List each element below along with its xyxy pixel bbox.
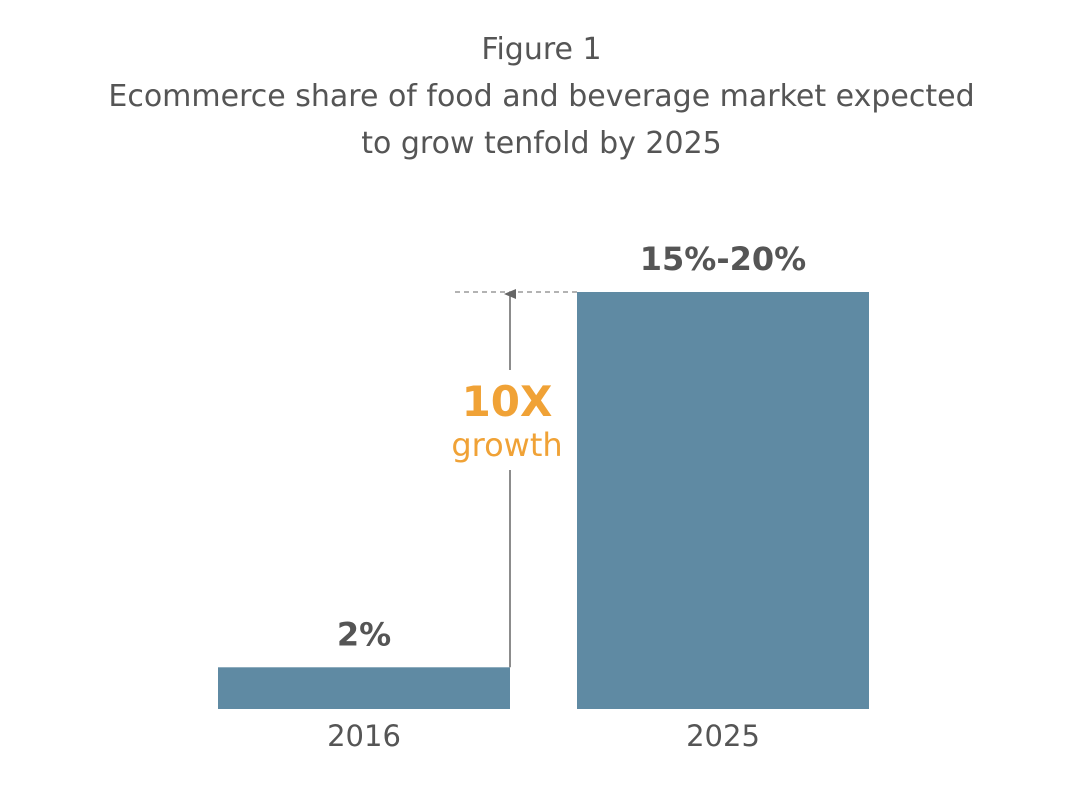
bars-layer bbox=[218, 292, 869, 709]
chart-title: Figure 1 Ecommerce share of food and bev… bbox=[0, 26, 1083, 167]
value-label-2016: 2% bbox=[337, 615, 391, 653]
bar-2025 bbox=[577, 292, 869, 709]
category-label-2016: 2016 bbox=[327, 719, 401, 753]
title-line-1: Ecommerce share of food and beverage mar… bbox=[108, 79, 975, 114]
growth-multiplier-label: 10X bbox=[462, 377, 553, 426]
title-line-2: to grow tenfold by 2025 bbox=[361, 126, 722, 161]
growth-sub-label: growth bbox=[451, 426, 562, 464]
labels-layer: 2% 2016 15%-20% 2025 bbox=[327, 240, 806, 753]
category-label-2025: 2025 bbox=[686, 719, 760, 753]
value-label-2025: 15%-20% bbox=[640, 240, 806, 278]
bar-2016 bbox=[218, 667, 510, 709]
figure-label: Figure 1 bbox=[481, 32, 602, 67]
